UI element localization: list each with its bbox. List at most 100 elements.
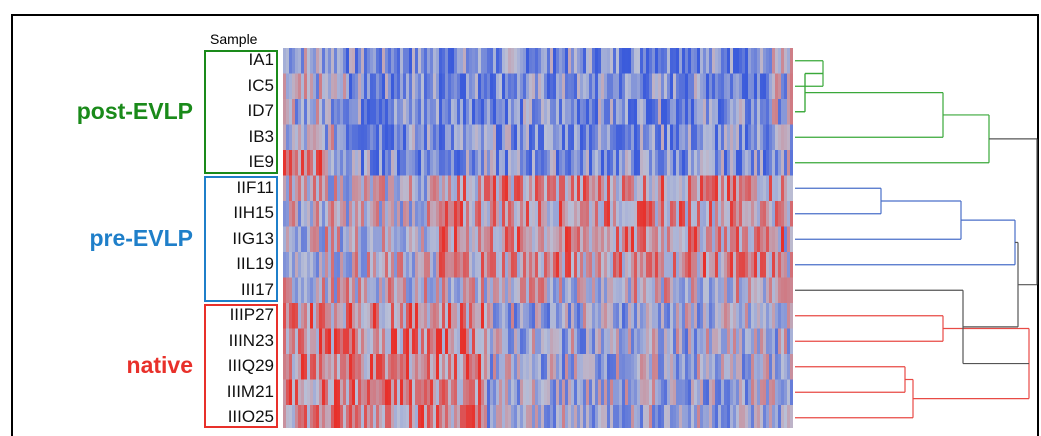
heatmap-cell [511,124,515,151]
heatmap-cell [442,124,446,151]
heatmap-cell [343,328,347,355]
heatmap-cell [706,150,710,176]
heatmap-cell [739,124,743,151]
heatmap-cell [718,277,722,304]
heatmap-cell [634,405,638,428]
heatmap-cell [625,201,629,227]
heatmap-cell [418,354,422,380]
row-label: IIG13 [232,228,274,248]
heatmap-cell [457,379,461,406]
heatmap-cell [544,405,548,428]
heatmap-cell [508,150,512,176]
heatmap-cell [484,277,488,304]
heatmap-cell [460,354,464,380]
heatmap-cell [532,277,536,304]
heatmap-cell [490,150,494,176]
heatmap-cell [394,150,398,176]
heatmap-cell [583,226,587,253]
heatmap-cell [718,201,722,227]
heatmap-cell [514,405,518,428]
heatmap-cell [670,303,674,329]
heatmap-cell [628,73,632,100]
heatmap-cell [361,124,365,151]
heatmap-cell [640,175,644,202]
heatmap-cell [547,201,551,227]
heatmap-cell [553,150,557,176]
heatmap-cell [766,328,770,355]
heatmap-cell [565,252,569,278]
heatmap-cell [580,175,584,202]
heatmap-cell [463,277,467,304]
heatmap-cell [733,201,737,227]
heatmap-cell [787,201,791,227]
heatmap-cell [574,48,578,74]
heatmap-cell [709,303,713,329]
heatmap-cell [337,124,341,151]
heatmap-cell [466,379,470,406]
heatmap-cell [406,99,410,125]
heatmap-cell [370,354,374,380]
heatmap-cell [373,354,377,380]
heatmap-cell [454,226,458,253]
heatmap-cell [604,226,608,253]
heatmap-cell [535,379,539,406]
heatmap-cell [781,226,785,253]
heatmap-cell [688,379,692,406]
heatmap-cell [394,48,398,74]
heatmap-cell [727,150,731,176]
heatmap-cell [397,201,401,227]
heatmap-cell [691,175,695,202]
heatmap-cell [427,150,431,176]
heatmap-cell [493,201,497,227]
heatmap-cell [295,175,299,202]
heatmap-cell [541,328,545,355]
heatmap-cell [430,48,434,74]
heatmap-cell [544,303,548,329]
heatmap-cell [583,354,587,380]
heatmap-cell [478,405,482,428]
heatmap-cell [649,226,653,253]
heatmap-cell [517,150,521,176]
heatmap-cell [379,73,383,100]
heatmap-cell [598,277,602,304]
heatmap-cell [784,354,788,380]
heatmap-cell [787,73,791,100]
heatmap-cell [340,252,344,278]
heatmap-cell [736,303,740,329]
heatmap-cell [418,379,422,406]
heatmap-cell [751,277,755,304]
heatmap-cell [787,252,791,278]
heatmap-cell [544,150,548,176]
heatmap-cell [661,405,665,428]
heatmap-cell [391,124,395,151]
heatmap-cell [733,48,737,74]
heatmap-cell [553,48,557,74]
heatmap-cell [529,201,533,227]
heatmap-cell [745,405,749,428]
heatmap-cell [700,303,704,329]
pre-evlp-box [204,176,278,302]
heatmap-cell [628,328,632,355]
heatmap-cell [661,303,665,329]
heatmap-cell [790,201,793,227]
heatmap-cell [610,201,614,227]
heatmap-cell [517,124,521,151]
heatmap-cell [583,379,587,406]
heatmap-cell [421,124,425,151]
heatmap-cell [343,277,347,304]
heatmap-cell [358,405,362,428]
heatmap-cell [316,277,320,304]
heatmap-cell [307,175,311,202]
heatmap-cell [748,277,752,304]
heatmap-cell [502,379,506,406]
heatmap-cell [679,379,683,406]
heatmap-cell [547,379,551,406]
heatmap-cell [415,201,419,227]
heatmap-cell [652,405,656,428]
heatmap-cell [490,73,494,100]
heatmap-cell [661,252,665,278]
heatmap-cell [568,379,572,406]
heatmap-cell [493,328,497,355]
heatmap-cell [688,175,692,202]
heatmap-cell [766,405,770,428]
